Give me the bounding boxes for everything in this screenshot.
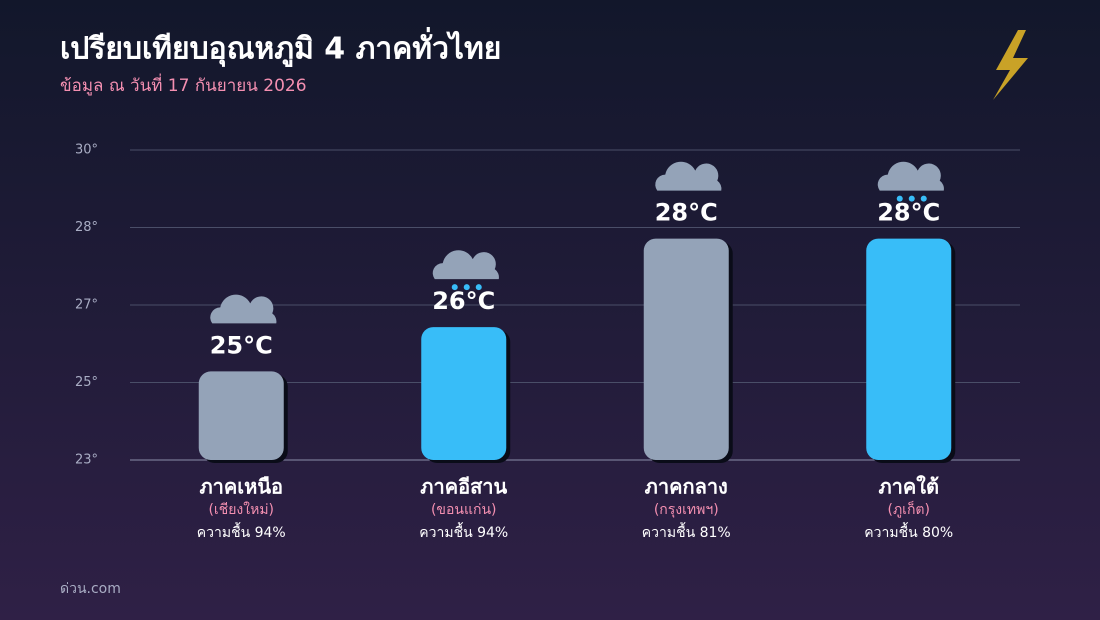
bar [866,238,952,460]
y-tick-label: 23° [75,453,98,468]
weather-icon [877,161,944,202]
cloud [210,294,277,324]
raindrop [451,284,458,291]
y-tick-label: 27° [75,298,98,313]
humidity-label: ความชื้น 94% [197,522,286,541]
y-tick-label: 25° [75,375,98,390]
lightning-icon [993,30,1028,100]
category-subtitle: (ขอนแก่น) [431,502,497,518]
humidity-label: ความชื้น 80% [864,522,953,541]
humidity-label: ความชื้น 81% [642,522,731,541]
bar [643,238,729,460]
value-label: 26°C [432,287,495,315]
cloud [877,161,944,191]
x-tick-label: ภาคกลาง [645,475,728,499]
bar [198,371,284,460]
raindrop [475,284,482,291]
category-subtitle: (เชียงใหม่) [208,501,274,518]
value-label: 28°C [877,199,940,227]
source: ด่วน.com [60,581,121,597]
cloud [432,250,499,280]
weather-icon [432,250,499,291]
y-tick-label: 28° [75,220,98,235]
weather-icon [210,294,277,324]
chart-title: เปรียบเทียบอุณหภูมิ 4 ภาคทั่วไทย [60,27,501,68]
raindrop [463,284,470,291]
raindrop [920,195,927,202]
x-tick-label: ภาคใต้ [878,475,939,499]
category-subtitle: (กรุงเทพฯ) [654,502,719,518]
y-tick-label: 30° [75,143,98,158]
raindrop [908,195,915,202]
raindrop [896,195,903,202]
weather-icon [655,161,722,191]
cloud [655,161,722,191]
category-subtitle: (ภูเก็ต) [887,500,930,518]
x-tick-label: ภาคอีสาน [420,475,507,499]
chart-subtitle: ข้อมูล ณ วันที่ 17 กันยายน 2026 [60,73,307,96]
bar [421,327,507,460]
humidity-label: ความชื้น 94% [419,522,508,541]
value-label: 25°C [210,331,273,359]
x-tick-label: ภาคเหนือ [200,475,284,499]
value-label: 28°C [655,199,718,227]
